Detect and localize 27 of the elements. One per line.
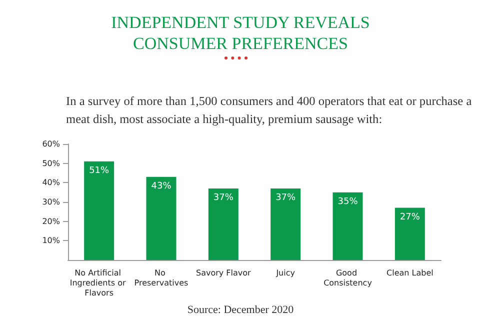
bar [208,188,238,260]
y-tick-label: 60% [42,140,60,148]
data-label: 51% [89,166,110,176]
chart-title: INDEPENDENT STUDY REVEALS CONSUMER PREFERENCES [110,12,371,54]
data-label: 37% [213,192,234,203]
y-tick-label: 20% [42,216,60,226]
bar [146,176,176,260]
data-label: 37% [276,192,296,203]
y-tick-label: 30% [42,198,60,206]
data-label: 43% [151,181,172,192]
bar [394,208,425,260]
x-tick-label: Good Consistency [324,268,372,288]
source-note: Source: December 2020 [186,304,295,316]
x-tick-label: Juicy [275,268,296,278]
y-tick-label: 10% [42,236,60,246]
data-label: 27% [400,212,420,222]
bar [270,188,301,260]
x-tick-label: No Artificial Ingredients or Flavors [70,268,128,298]
x-tick-label: Savory Flavor [196,268,252,278]
x-tick-label: Clean Label [386,268,434,278]
bar [332,192,363,260]
chart-subtitle: In a survey of more than 1,500 consumers and 400 operators that eat or purchase a meat dish, most associate a high-quality, premium sausage with: [66,93,473,128]
bar [84,161,114,260]
x-tick-label: No Preservatives [134,268,188,288]
y-tick-label: 40% [42,178,60,188]
y-tick-label: 50% [42,158,60,168]
data-label: 35% [338,196,358,207]
